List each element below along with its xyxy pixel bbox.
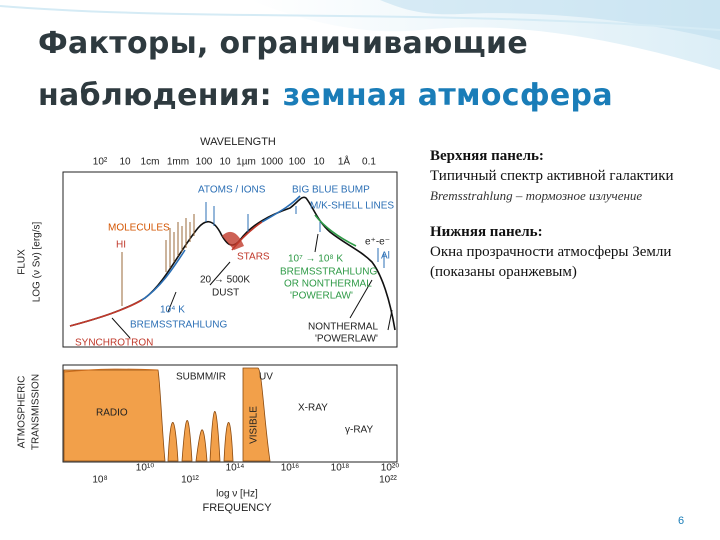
tick-label: 10	[313, 157, 325, 168]
tick-label: 10¹⁸	[331, 463, 350, 474]
tick-label: 100	[196, 157, 213, 168]
figure: WAVELENGTH 10² 10 1cm 1mm 100 10 1µm 100…	[17, 136, 400, 514]
label: BREMSSTRAHLUNG	[280, 267, 377, 278]
transmission-windows	[63, 367, 271, 462]
heading: Нижняя панель:	[430, 224, 543, 240]
tick-label: 10	[119, 157, 131, 168]
slide-title: Факторы, ограничивающие наблюдения: земн…	[38, 18, 613, 122]
tick-label: 1µm	[236, 157, 256, 168]
label: Al	[381, 251, 390, 262]
label: γ-RAY	[345, 425, 373, 436]
label: HI	[116, 240, 126, 251]
tick-label: 1Å	[338, 155, 351, 168]
stars-fill	[222, 231, 244, 250]
tick-label: 10¹²	[181, 475, 199, 486]
label: NONTHERMAL	[308, 322, 378, 333]
label: 'POWERLAW'	[315, 334, 378, 345]
tick-label: 10¹⁴	[226, 463, 245, 474]
heading: Верхняя панель:	[430, 148, 544, 164]
label: 10⁷ → 10⁸ K	[288, 254, 343, 265]
label: DUST	[212, 288, 239, 299]
axis-label: LOG (ν Sν) [erg/s]	[32, 221, 43, 302]
panel-frame	[62, 171, 398, 348]
axis-unit: log ν [Hz]	[216, 489, 258, 500]
tick-label: 10²²	[379, 475, 397, 486]
axis-label: FLUX	[17, 249, 28, 275]
label: 20 → 500K	[200, 275, 250, 286]
tick-label: 10²⁰	[381, 463, 399, 474]
background-decoration	[0, 0, 720, 70]
tick-label: 10¹⁰	[136, 463, 154, 474]
label: BIG BLUE BUMP	[292, 185, 370, 196]
spectrum	[69, 195, 396, 331]
label: SYNCHROTRON	[75, 338, 153, 349]
spacer	[430, 206, 705, 222]
wavelength-ticks: 10² 10 1cm 1mm 100 10 1µm 1000 100 10 1Å…	[93, 155, 377, 168]
tick-label: 100	[289, 157, 306, 168]
transmission-edge	[63, 368, 159, 373]
tick-label: 10²	[93, 157, 108, 168]
atomic-lines	[205, 202, 385, 268]
label: RADIO	[96, 408, 128, 419]
tick-label: 10⁸	[92, 475, 107, 486]
tick-label: 1cm	[141, 157, 160, 168]
label: BREMSSTRAHLUNG	[130, 320, 227, 331]
arrows	[111, 233, 393, 339]
label: STARS	[237, 252, 270, 263]
title-line: наблюдения: земная атмосфера	[38, 70, 613, 122]
page-number: 6	[678, 515, 685, 527]
paragraph: Окна прозрачности атмосферы Земли (показ…	[430, 244, 672, 280]
panel-frame	[62, 364, 398, 463]
label: OR NONTHERMAL	[284, 279, 372, 290]
label: M/K-SHELL LINES	[310, 201, 394, 212]
molecular-lines	[121, 214, 195, 306]
axis-label: ATMOSPHERIC	[17, 376, 28, 449]
paragraph: Типичный спектр активной галактики	[430, 168, 674, 184]
axis-label: TRANSMISSION	[31, 374, 42, 450]
label: VISIBLE	[249, 406, 260, 444]
label: MOLECULES	[108, 223, 170, 234]
label: e⁺-e⁻	[365, 237, 390, 248]
title-text: наблюдения:	[38, 78, 272, 113]
label: SUBMM/IR	[176, 372, 226, 383]
label: 'POWERLAW'	[290, 291, 353, 302]
title-line: Факторы, ограничивающие	[38, 26, 528, 61]
notes: Верхняя панель: Типичный спектр активной…	[430, 146, 705, 282]
tick-label: 1000	[261, 157, 284, 168]
label: 10⁴ K	[160, 305, 185, 316]
tick-label: 10¹⁶	[281, 463, 300, 474]
tick-label: 1mm	[167, 157, 189, 168]
label: UV	[259, 372, 273, 383]
note: Bremsstrahlung – тормозное излучение	[430, 188, 643, 203]
spectrum-labels: MOLECULES HI ATOMS / IONS BIG BLUE BUMP …	[75, 185, 394, 349]
axis-title: FREQUENCY	[202, 502, 272, 514]
band-labels: SUBMM/IR UV RADIO VISIBLE X-RAY γ-RAY	[96, 372, 373, 444]
label: ATOMS / IONS	[198, 185, 266, 196]
tick-label: 10	[219, 157, 231, 168]
axis-title: WAVELENGTH	[200, 136, 276, 148]
title-highlight: земная атмосфера	[282, 78, 613, 113]
tick-label: 0.1	[362, 157, 376, 168]
frequency-ticks: 10¹⁰ 10¹⁴ 10¹⁶ 10¹⁸ 10²⁰ 10⁸ 10¹² 10²²	[92, 463, 399, 486]
label: X-RAY	[298, 403, 328, 414]
